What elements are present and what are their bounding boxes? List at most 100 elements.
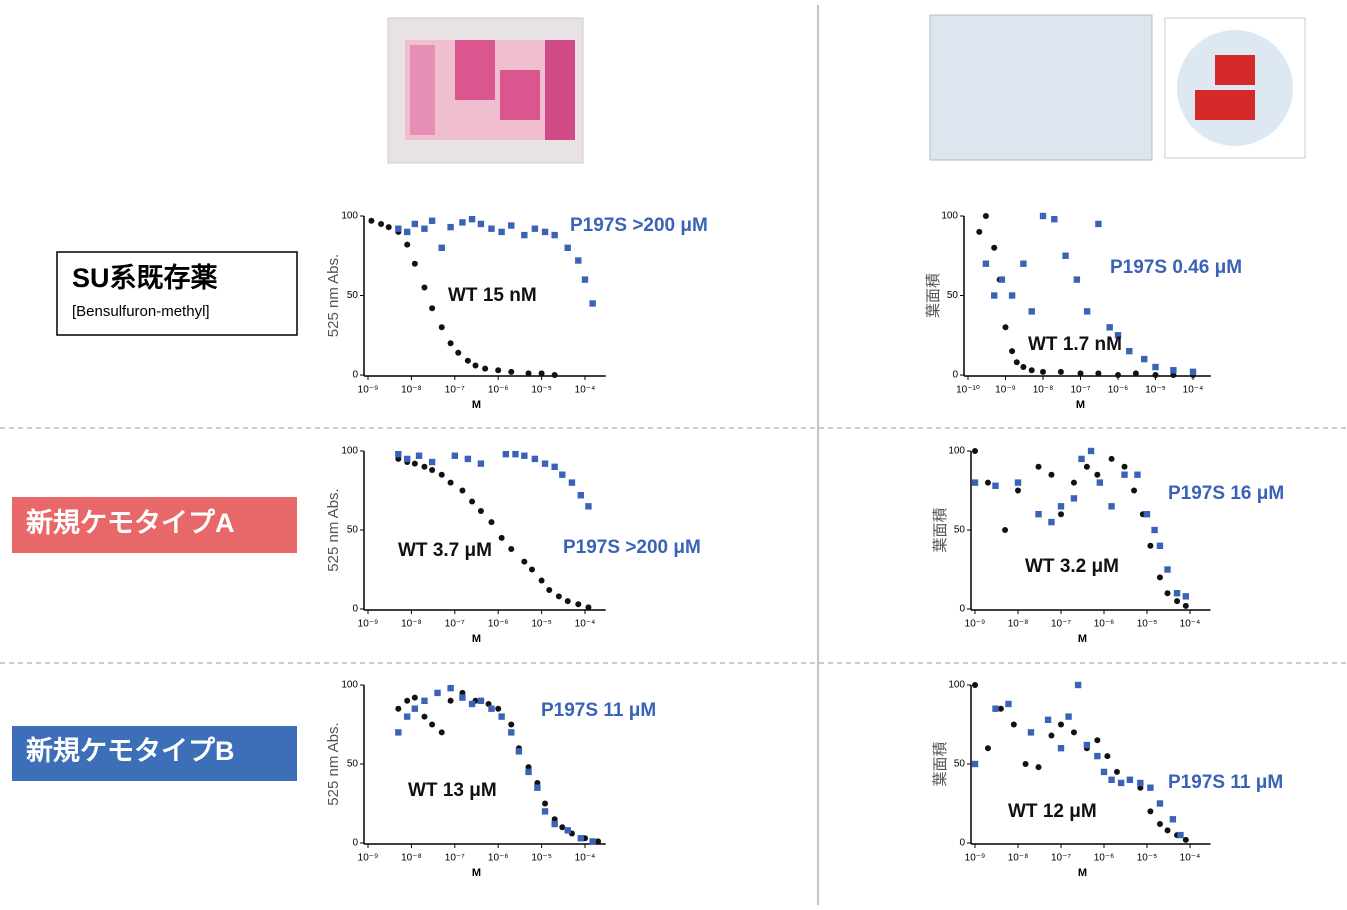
point: [1174, 598, 1180, 604]
point: [1170, 367, 1176, 373]
point: [478, 460, 484, 466]
point: [1023, 761, 1029, 767]
point: [532, 456, 538, 462]
point: [1106, 324, 1112, 330]
annotation: P197S >200 μM: [563, 537, 701, 558]
x-tick-label: 10⁻⁵: [531, 619, 552, 630]
y-tick-label: 0: [352, 604, 358, 615]
x-tick-label: 10⁻⁶: [488, 619, 509, 630]
point: [521, 453, 527, 459]
x-tick-label: 10⁻⁶: [1094, 619, 1115, 630]
point: [1074, 276, 1080, 282]
point: [1051, 216, 1057, 222]
point: [1002, 527, 1008, 533]
point: [542, 460, 548, 466]
point: [1084, 464, 1090, 470]
point: [556, 593, 562, 599]
point: [1029, 367, 1035, 373]
point: [1127, 777, 1133, 783]
point: [1115, 372, 1121, 378]
annotation: P197S >200 μM: [570, 215, 708, 236]
point: [1071, 729, 1077, 735]
y-tick-label: 50: [347, 290, 359, 301]
point: [1183, 603, 1189, 609]
point: [448, 340, 454, 346]
point: [1058, 369, 1064, 375]
point: [1118, 780, 1124, 786]
point: [589, 838, 595, 844]
x-tick-label: 10⁻⁸: [401, 619, 422, 630]
point: [972, 761, 978, 767]
point: [404, 242, 410, 248]
point: [1005, 701, 1011, 707]
point: [525, 769, 531, 775]
row-label: SU系既存薬: [72, 263, 218, 293]
annotation: WT 15 nM: [448, 285, 537, 306]
point: [551, 821, 557, 827]
point: [421, 464, 427, 470]
x-tick-label: 10⁻⁵: [1137, 853, 1158, 864]
point: [1170, 816, 1176, 822]
point: [1084, 742, 1090, 748]
point: [991, 292, 997, 298]
x-tick-label: 10⁻⁷: [1051, 853, 1071, 864]
point: [1058, 511, 1064, 517]
point: [976, 229, 982, 235]
point: [478, 698, 484, 704]
point: [488, 519, 494, 525]
y-tick-label: 100: [948, 446, 965, 457]
point: [1108, 777, 1114, 783]
x-tick-label: 10⁻⁴: [575, 619, 596, 630]
x-tick-label: 10⁻⁶: [488, 853, 509, 864]
point: [578, 492, 584, 498]
point: [404, 456, 410, 462]
point: [395, 729, 401, 735]
point: [1078, 370, 1084, 376]
annotation: P197S 11 μM: [541, 700, 656, 721]
point: [569, 479, 575, 485]
point: [1062, 253, 1068, 259]
y-tick-label: 50: [947, 290, 959, 301]
x-tick-label: 10⁻⁴: [575, 853, 596, 864]
point: [459, 219, 465, 225]
point: [429, 722, 435, 728]
x-tick-label: 10⁻⁸: [1033, 385, 1054, 396]
point: [508, 722, 514, 728]
point: [582, 276, 588, 282]
point: [1108, 503, 1114, 509]
point: [1109, 456, 1115, 462]
point: [439, 729, 445, 735]
x-tick-label: 10⁻⁹: [965, 853, 986, 864]
point: [512, 451, 518, 457]
x-tick-label: 10⁻⁵: [531, 385, 552, 396]
point: [1114, 769, 1120, 775]
x-tick-label: 10⁻⁵: [531, 853, 552, 864]
point: [455, 350, 461, 356]
point: [395, 226, 401, 232]
point: [983, 261, 989, 267]
point: [452, 453, 458, 459]
point: [1165, 590, 1171, 596]
y-axis-label: 525 nm Abs.: [325, 488, 342, 571]
row-label: 新規ケモタイプA: [26, 507, 235, 538]
point: [542, 229, 548, 235]
point: [1095, 221, 1101, 227]
point: [1137, 780, 1143, 786]
point: [985, 480, 991, 486]
point: [972, 448, 978, 454]
point: [1014, 359, 1020, 365]
x-tick-label: 10⁻⁷: [445, 853, 465, 864]
point: [459, 488, 465, 494]
point: [992, 483, 998, 489]
point: [1147, 543, 1153, 549]
point: [1048, 733, 1054, 739]
point: [421, 698, 427, 704]
point: [1048, 472, 1054, 478]
point: [412, 461, 418, 467]
y-axis-label: 葉面積: [932, 741, 949, 786]
y-tick-label: 0: [952, 370, 958, 381]
x-tick-label: 10⁻⁴: [1183, 385, 1204, 396]
point: [1040, 369, 1046, 375]
y-tick-label: 50: [347, 525, 359, 536]
point: [447, 685, 453, 691]
